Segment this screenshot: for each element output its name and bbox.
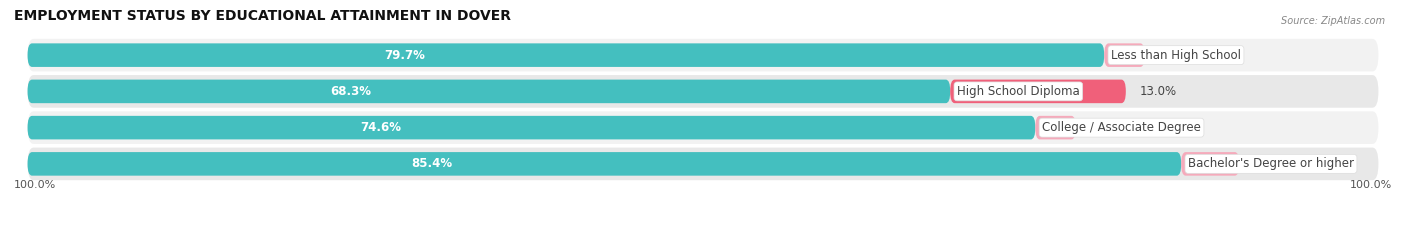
Text: 68.3%: 68.3% [330,85,371,98]
Text: High School Diploma: High School Diploma [957,85,1080,98]
FancyBboxPatch shape [28,152,1181,176]
Text: Less than High School: Less than High School [1111,49,1241,62]
Text: 100.0%: 100.0% [1350,180,1392,190]
Text: 79.7%: 79.7% [384,49,425,62]
FancyBboxPatch shape [950,80,1126,103]
FancyBboxPatch shape [28,116,1035,139]
Text: 4.3%: 4.3% [1253,157,1282,170]
FancyBboxPatch shape [1035,116,1076,139]
FancyBboxPatch shape [28,39,1378,72]
FancyBboxPatch shape [1104,43,1144,67]
FancyBboxPatch shape [28,111,1378,144]
Text: EMPLOYMENT STATUS BY EDUCATIONAL ATTAINMENT IN DOVER: EMPLOYMENT STATUS BY EDUCATIONAL ATTAINM… [14,9,510,23]
Text: 0.0%: 0.0% [1087,121,1116,134]
FancyBboxPatch shape [28,147,1378,180]
Text: Bachelor's Degree or higher: Bachelor's Degree or higher [1188,157,1354,170]
FancyBboxPatch shape [28,43,1104,67]
FancyBboxPatch shape [28,80,950,103]
Text: College / Associate Degree: College / Associate Degree [1042,121,1201,134]
Text: Source: ZipAtlas.com: Source: ZipAtlas.com [1281,16,1385,26]
FancyBboxPatch shape [1181,152,1239,176]
Text: 74.6%: 74.6% [360,121,401,134]
Text: 85.4%: 85.4% [411,157,451,170]
Text: 0.0%: 0.0% [1156,49,1185,62]
FancyBboxPatch shape [28,75,1378,108]
Text: 100.0%: 100.0% [14,180,56,190]
Text: 13.0%: 13.0% [1139,85,1177,98]
